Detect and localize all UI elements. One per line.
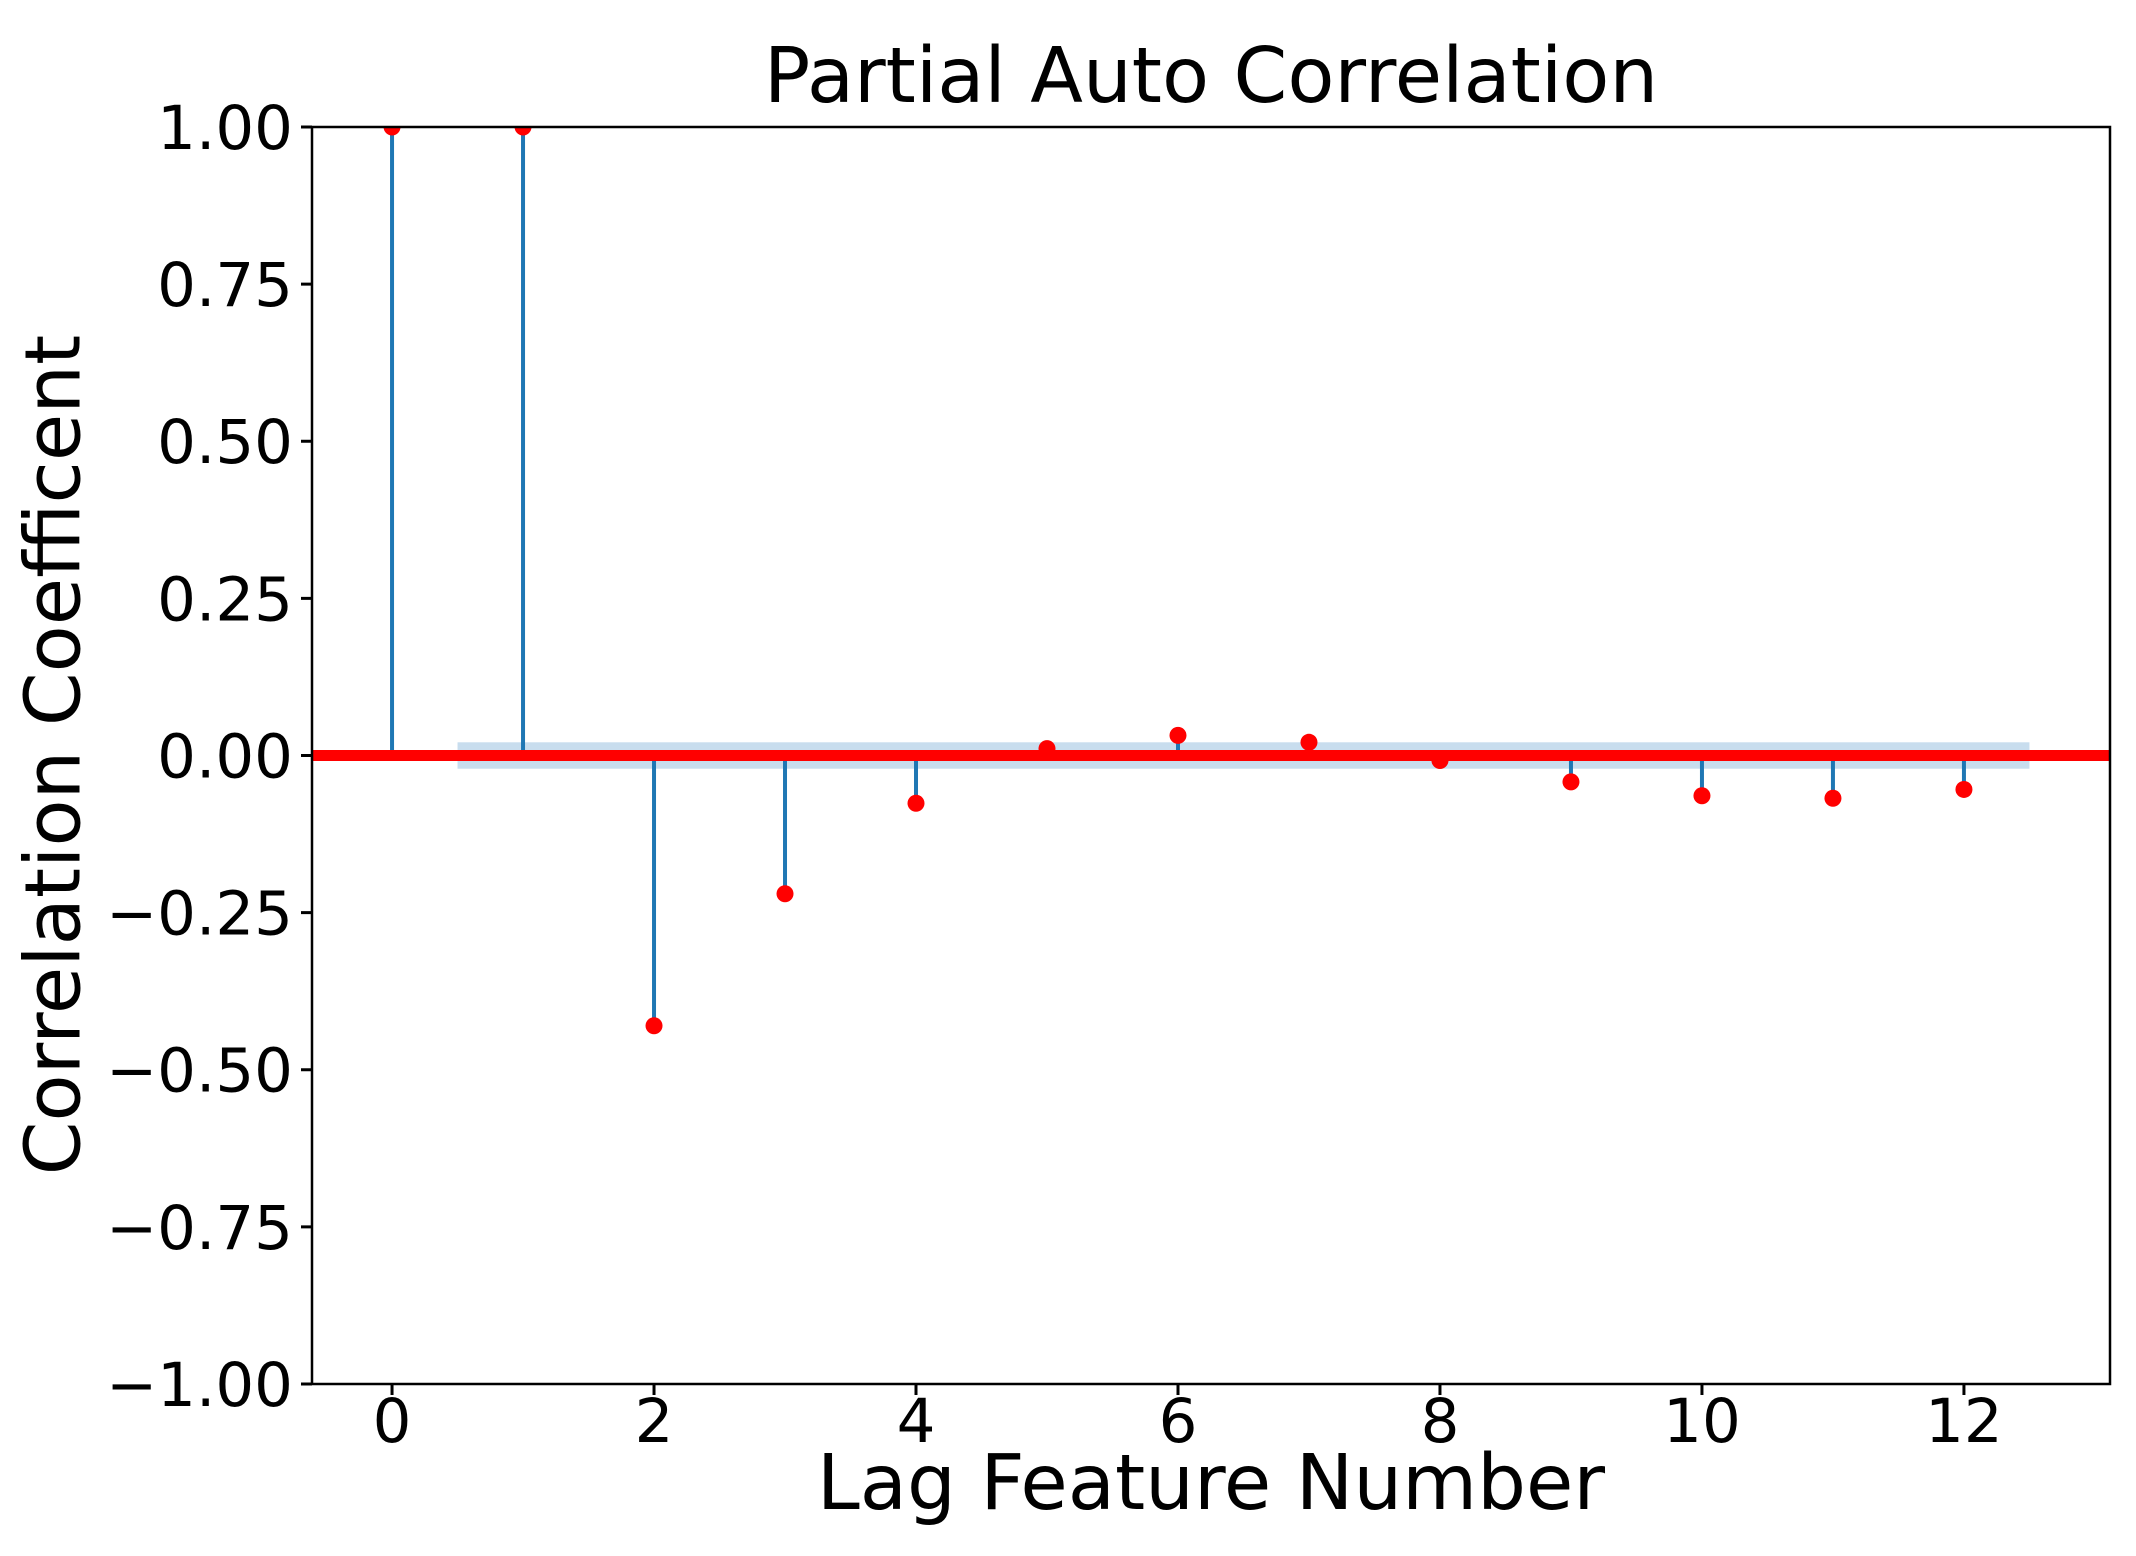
y-tick-label-0.75: 0.75 bbox=[157, 250, 293, 321]
marker-lag-7 bbox=[1300, 733, 1318, 751]
x-tick-label-12: 12 bbox=[1925, 1386, 2003, 1457]
x-tick-label-8: 8 bbox=[1421, 1386, 1460, 1457]
x-tick-label-0: 0 bbox=[373, 1386, 412, 1457]
y-tick-label-−0.75: −0.75 bbox=[106, 1193, 293, 1264]
x-tick-label-6: 6 bbox=[1159, 1386, 1198, 1457]
y-tick-label-1.00: 1.00 bbox=[157, 93, 293, 164]
marker-lag-12 bbox=[1955, 780, 1973, 798]
y-tick-label-−0.25: −0.25 bbox=[106, 879, 293, 950]
y-tick-label-0.50: 0.50 bbox=[157, 407, 293, 478]
x-tick-label-10: 10 bbox=[1663, 1386, 1741, 1457]
y-tick-label-0.00: 0.00 bbox=[157, 721, 293, 792]
marker-lag-11 bbox=[1824, 789, 1842, 807]
chart-title: Partial Auto Correlation bbox=[763, 32, 1659, 121]
marker-lag-3 bbox=[776, 885, 794, 903]
y-tick-label-−1.00: −1.00 bbox=[106, 1350, 293, 1421]
marker-lag-2 bbox=[645, 1017, 663, 1035]
marker-lag-5 bbox=[1038, 740, 1056, 758]
x-tick-label-2: 2 bbox=[635, 1386, 674, 1457]
marker-lag-4 bbox=[907, 794, 925, 812]
x-tick-label-4: 4 bbox=[897, 1386, 936, 1457]
marker-lag-8 bbox=[1431, 752, 1449, 770]
marker-lag-6 bbox=[1169, 726, 1187, 744]
y-tick-label-0.25: 0.25 bbox=[157, 564, 293, 635]
marker-lag-0 bbox=[383, 127, 401, 136]
marker-lag-9 bbox=[1562, 773, 1580, 791]
x-axis-label: Lag Feature Number bbox=[816, 1439, 1606, 1528]
y-tick-label-−0.50: −0.50 bbox=[106, 1036, 293, 1107]
marker-lag-10 bbox=[1693, 787, 1711, 805]
marker-lag-1 bbox=[514, 127, 532, 136]
